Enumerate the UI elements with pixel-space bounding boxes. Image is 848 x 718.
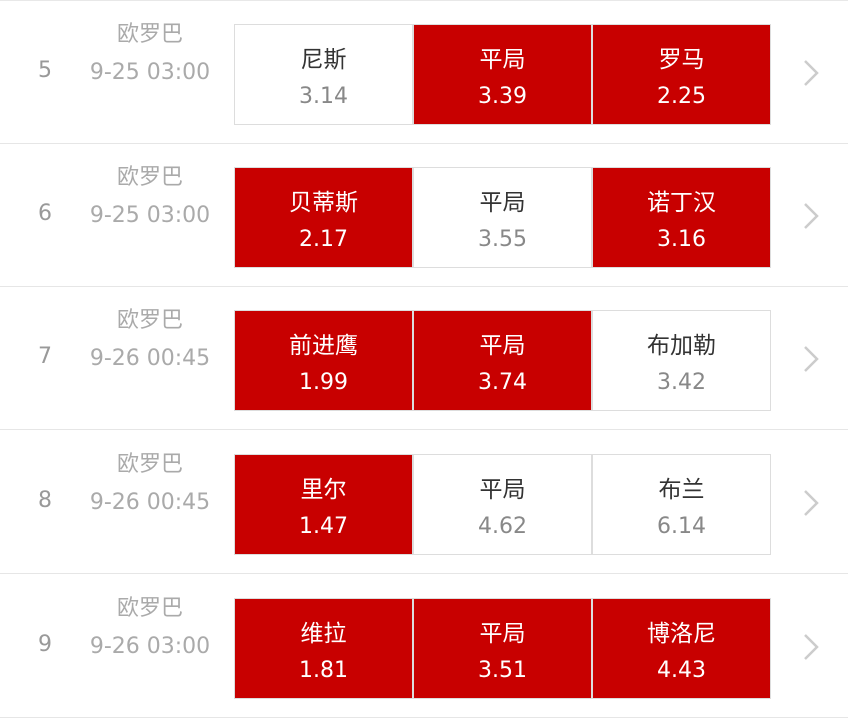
odds-option[interactable]: 诺丁汉 3.16 — [593, 168, 770, 267]
match-row: 8 欧罗巴 9-26 00:45 里尔 1.47 平局 4.62 布兰 6.14 — [0, 430, 848, 574]
option-odds: 2.17 — [299, 227, 348, 252]
league-name: 欧罗巴 — [116, 452, 183, 477]
odds-group: 维拉 1.81 平局 3.51 博洛尼 4.43 — [234, 598, 771, 699]
league-name: 欧罗巴 — [116, 596, 183, 621]
odds-option[interactable]: 维拉 1.81 — [235, 599, 412, 698]
option-name: 维拉 — [300, 621, 347, 647]
chevron-right-icon[interactable] — [795, 632, 825, 662]
match-number: 8 — [38, 488, 52, 513]
match-number: 5 — [38, 58, 52, 83]
league-name: 欧罗巴 — [116, 165, 183, 190]
odds-option[interactable]: 平局 4.62 — [414, 455, 591, 554]
chevron-right-icon[interactable] — [795, 201, 825, 231]
odds-group: 前进鹰 1.99 平局 3.74 布加勒 3.42 — [234, 310, 771, 411]
option-name: 布加勒 — [647, 333, 716, 359]
match-number: 9 — [38, 632, 52, 657]
option-name: 平局 — [479, 47, 526, 73]
match-time: 9-26 03:00 — [89, 634, 211, 659]
match-time: 9-26 00:45 — [89, 490, 211, 515]
option-name: 里尔 — [300, 477, 347, 503]
chevron-right-icon[interactable] — [795, 344, 825, 374]
option-odds: 3.74 — [478, 370, 527, 395]
odds-option[interactable]: 平局 3.74 — [414, 311, 591, 410]
odds-option[interactable]: 平局 3.55 — [414, 168, 591, 267]
option-odds: 3.42 — [657, 370, 706, 395]
chevron-right-icon[interactable] — [795, 488, 825, 518]
option-name: 平局 — [479, 190, 526, 216]
option-name: 平局 — [479, 621, 526, 647]
odds-option[interactable]: 尼斯 3.14 — [235, 25, 412, 124]
match-time: 9-25 03:00 — [89, 60, 211, 85]
option-odds: 3.39 — [478, 84, 527, 109]
league-name: 欧罗巴 — [116, 308, 183, 333]
match-row: 9 欧罗巴 9-26 03:00 维拉 1.81 平局 3.51 博洛尼 4.43 — [0, 574, 848, 718]
odds-option[interactable]: 布加勒 3.42 — [593, 311, 770, 410]
chevron-right-icon[interactable] — [795, 58, 825, 88]
option-odds: 4.62 — [478, 514, 527, 539]
option-odds: 1.81 — [299, 658, 348, 683]
option-name: 尼斯 — [300, 47, 347, 73]
match-time: 9-26 00:45 — [89, 346, 211, 371]
option-odds: 2.25 — [657, 84, 706, 109]
option-odds: 6.14 — [657, 514, 706, 539]
option-name: 平局 — [479, 477, 526, 503]
option-name: 罗马 — [658, 47, 705, 73]
option-name: 博洛尼 — [647, 621, 716, 647]
odds-option[interactable]: 里尔 1.47 — [235, 455, 412, 554]
odds-option[interactable]: 贝蒂斯 2.17 — [235, 168, 412, 267]
match-number: 7 — [38, 344, 52, 369]
option-name: 诺丁汉 — [647, 190, 716, 216]
league-name: 欧罗巴 — [116, 22, 183, 47]
match-row: 5 欧罗巴 9-25 03:00 尼斯 3.14 平局 3.39 罗马 2.25 — [0, 0, 848, 144]
option-odds: 1.47 — [299, 514, 348, 539]
option-name: 平局 — [479, 333, 526, 359]
option-odds: 4.43 — [657, 658, 706, 683]
match-row: 6 欧罗巴 9-25 03:00 贝蒂斯 2.17 平局 3.55 诺丁汉 3.16 — [0, 143, 848, 287]
option-odds: 1.99 — [299, 370, 348, 395]
option-odds: 3.55 — [478, 227, 527, 252]
odds-group: 贝蒂斯 2.17 平局 3.55 诺丁汉 3.16 — [234, 167, 771, 268]
option-name: 贝蒂斯 — [289, 190, 358, 216]
odds-group: 尼斯 3.14 平局 3.39 罗马 2.25 — [234, 24, 771, 125]
odds-option[interactable]: 平局 3.51 — [414, 599, 591, 698]
match-number: 6 — [38, 201, 52, 226]
option-odds: 3.51 — [478, 658, 527, 683]
match-row: 7 欧罗巴 9-26 00:45 前进鹰 1.99 平局 3.74 布加勒 3.42 — [0, 286, 848, 430]
divider — [0, 0, 848, 1]
option-odds: 3.14 — [299, 84, 348, 109]
option-odds: 3.16 — [657, 227, 706, 252]
match-time: 9-25 03:00 — [89, 203, 211, 228]
odds-option[interactable]: 罗马 2.25 — [593, 25, 770, 124]
odds-option[interactable]: 前进鹰 1.99 — [235, 311, 412, 410]
option-name: 前进鹰 — [289, 333, 358, 359]
option-name: 布兰 — [658, 477, 705, 503]
odds-option[interactable]: 博洛尼 4.43 — [593, 599, 770, 698]
odds-option[interactable]: 布兰 6.14 — [593, 455, 770, 554]
odds-option[interactable]: 平局 3.39 — [414, 25, 591, 124]
odds-group: 里尔 1.47 平局 4.62 布兰 6.14 — [234, 454, 771, 555]
